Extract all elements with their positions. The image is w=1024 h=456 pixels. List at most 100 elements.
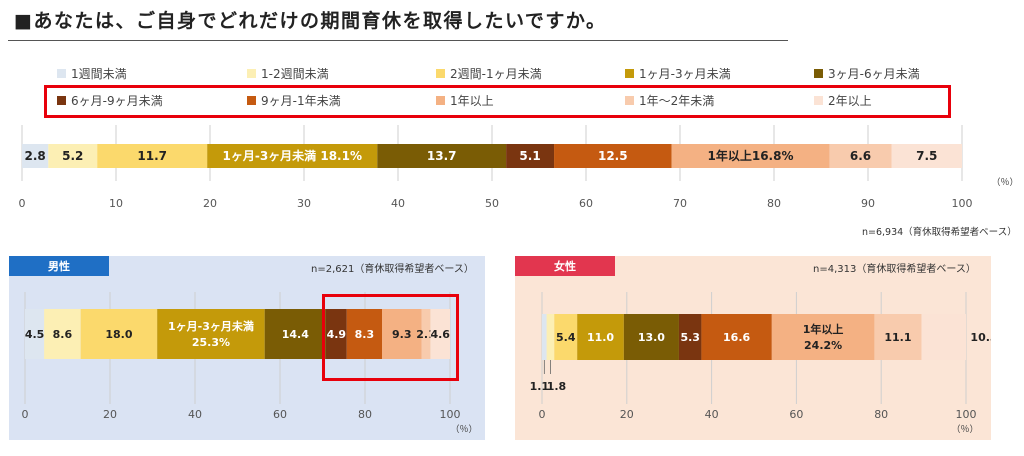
- legend-item: 1-2週間未満: [247, 66, 329, 81]
- legend-label: 2年以上: [828, 93, 872, 108]
- male-panel: 男性 n=2,621（育休取得希望者ベース） 0 20 40 60 80 100 （％） 4.…: [9, 256, 485, 440]
- data-label: 1年以上 24.2%: [803, 322, 844, 352]
- legend-label: 9ヶ月-1年未満: [261, 93, 341, 108]
- page-title: ■あなたは、ご自身でどれだけの期間育休を取得したいですか。: [14, 10, 607, 32]
- data-label: 8.3: [355, 328, 375, 341]
- data-label: 4.5: [25, 328, 45, 341]
- legend-item: 2年以上: [814, 93, 872, 108]
- bar-segment: [22, 144, 49, 168]
- legend-swatch: [57, 68, 66, 78]
- bar-segment: [891, 144, 962, 168]
- data-label: 4.9: [327, 328, 347, 341]
- bar-segment: [207, 144, 378, 168]
- unit-label: （％）: [951, 424, 978, 435]
- data-label: 4.6: [430, 328, 450, 341]
- bar-segment: [577, 314, 624, 360]
- x-tick-label: 0: [22, 408, 29, 421]
- data-label: 1.8: [547, 380, 567, 393]
- bar-segment: [829, 144, 892, 168]
- x-tick-label: 90: [861, 197, 875, 210]
- unit-label: （％）: [991, 177, 1018, 188]
- x-tick-label: 80: [874, 408, 888, 421]
- data-label-line: 24.2%: [804, 339, 842, 352]
- data-label: 11.0: [587, 331, 614, 344]
- legend-swatch: [247, 95, 256, 105]
- data-label: 2.8: [25, 149, 46, 163]
- x-tick-label: 60: [579, 197, 593, 210]
- x-tick-label: 60: [789, 408, 803, 421]
- x-tick-label: 40: [705, 408, 719, 421]
- data-label: 13.0: [638, 331, 665, 344]
- data-label: 11.7: [137, 149, 167, 163]
- legend-swatch: [436, 95, 445, 105]
- data-label: 1年以上16.8%: [708, 148, 794, 163]
- data-label: 13.7: [427, 149, 457, 163]
- legend-label: 1週間未満: [71, 66, 127, 81]
- legend-item: 1年以上: [436, 93, 494, 108]
- bar-segment: [671, 144, 830, 168]
- data-label: 1.1: [530, 380, 550, 393]
- x-tick-label: 100: [440, 408, 461, 421]
- x-tick-label: 40: [391, 197, 405, 210]
- data-label: 18.0: [105, 328, 132, 341]
- bar-segment: [421, 309, 431, 359]
- overall-chart: 0 10 20 30 40 50 60 70 80 90 100 （％） 2.8 5.2 11.7 1ヶ月-3…: [19, 125, 1019, 210]
- x-tick-label: 30: [297, 197, 311, 210]
- data-label: 5.2: [62, 149, 83, 163]
- legend-highlight-box: [44, 85, 951, 118]
- bar-segment: [546, 314, 555, 360]
- data-label: 6.6: [850, 149, 871, 163]
- bar-segment: [346, 309, 382, 359]
- legend-label: 6ヶ月-9ヶ月未満: [71, 93, 163, 108]
- bar-segment: [701, 314, 772, 360]
- data-label: 5.4: [556, 331, 576, 344]
- x-tick-label: 40: [188, 408, 202, 421]
- legend-swatch: [625, 95, 634, 105]
- legend-item: 2週間-1ヶ月未満: [436, 66, 542, 81]
- bar-segment: [623, 314, 679, 360]
- legend-label: 1-2週間未満: [261, 66, 329, 81]
- bar-segment: [382, 309, 422, 359]
- x-tick-label: 60: [273, 408, 287, 421]
- bar-segment: [97, 144, 208, 168]
- legend-item: 3ヶ月-6ヶ月未満: [814, 66, 920, 81]
- bar-segment: [377, 144, 507, 168]
- bar-segment: [554, 314, 578, 360]
- overall-sample-note: n=6,934（育休取得希望者ベース）: [862, 227, 1017, 238]
- data-label-line: 25.3%: [192, 336, 230, 349]
- legend-swatch: [814, 68, 823, 78]
- data-label: 8.6: [53, 328, 73, 341]
- legend-swatch: [247, 68, 256, 78]
- x-tick-label: 70: [673, 197, 687, 210]
- x-tick-label: 80: [358, 408, 372, 421]
- bar-segment: [80, 309, 158, 359]
- legend-swatch: [57, 95, 66, 105]
- male-highlight-box: [322, 294, 459, 381]
- bar-segment: [554, 144, 672, 168]
- legend-item: 6ヶ月-9ヶ月未満: [57, 93, 163, 108]
- legend-swatch: [436, 68, 445, 78]
- male-sample-note: n=2,621（育休取得希望者ベース）: [311, 264, 474, 275]
- legend-item: 1年～2年未満: [625, 93, 715, 108]
- legend-item: 1週間未満: [57, 66, 127, 81]
- legend-swatch: [625, 68, 634, 78]
- x-tick-label: 20: [103, 408, 117, 421]
- legend-label: 1年以上: [450, 93, 494, 108]
- legend-label: 1年～2年未満: [639, 93, 715, 108]
- female-panel: 女性 n=4,313（育休取得希望者ベース） 0 20 40 60 80 100 （％） 1.…: [515, 256, 991, 440]
- female-sample-note: n=4,313（育休取得希望者ベース）: [813, 264, 976, 275]
- x-tick-label: 0: [19, 197, 26, 210]
- data-label: 1ヶ月-3ヶ月未満 18.1%: [223, 148, 363, 163]
- data-label: 1ヶ月-3ヶ月未満 25.3%: [168, 319, 254, 349]
- title-underline: [8, 40, 788, 41]
- x-tick-label: 20: [620, 408, 634, 421]
- legend-item: 9ヶ月-1年未満: [247, 93, 341, 108]
- bar-segment: [430, 309, 450, 359]
- legend-swatch: [814, 95, 823, 105]
- x-tick-label: 100: [952, 197, 973, 210]
- data-label: 5.3: [680, 331, 700, 344]
- data-label: 10.5: [970, 331, 991, 344]
- female-panel-tab: 女性: [515, 256, 615, 276]
- data-label: 5.1: [519, 149, 540, 163]
